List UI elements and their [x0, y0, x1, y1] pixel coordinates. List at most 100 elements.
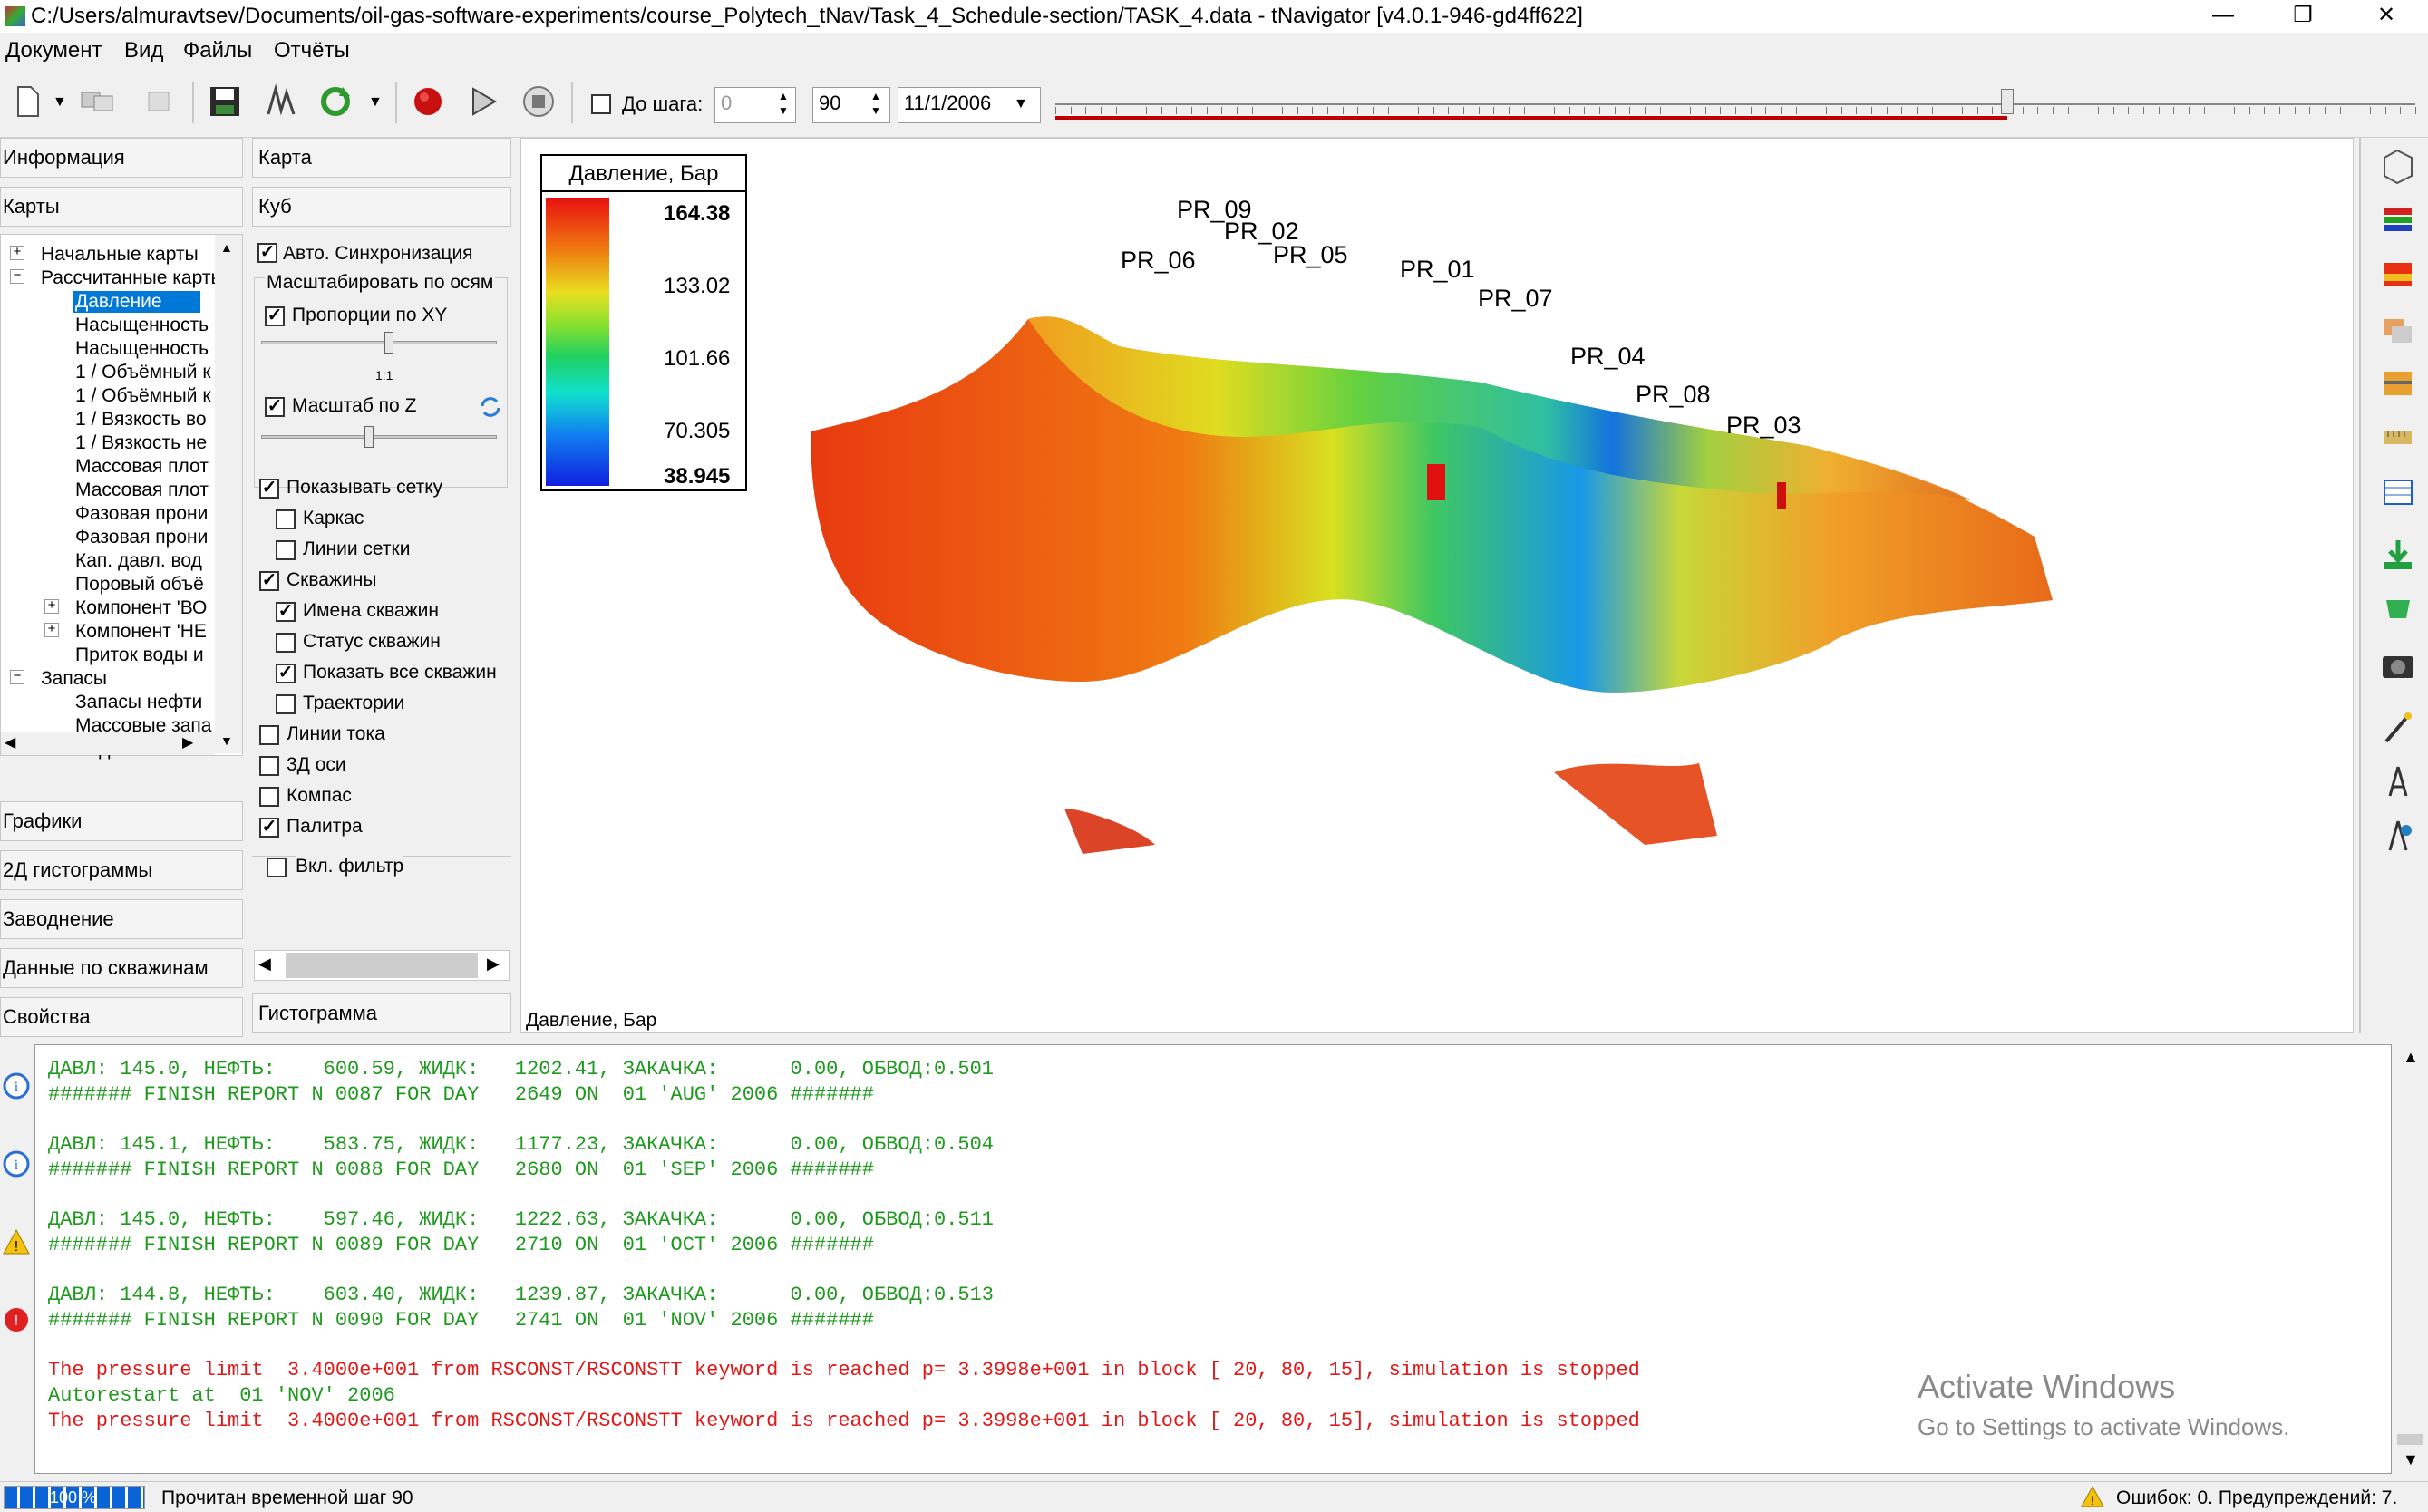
timeline-thumb[interactable] — [2001, 89, 2014, 114]
layers-icon[interactable] — [2379, 201, 2417, 239]
tree-item[interactable]: + Начальные карты — [6, 242, 215, 266]
option-checkbox[interactable] — [276, 694, 296, 714]
option-checkbox[interactable]: ✓ — [276, 664, 296, 683]
auto-sync-checkbox[interactable]: ✓ — [257, 243, 277, 263]
table-icon[interactable] — [2379, 473, 2417, 511]
option-checkbox[interactable] — [259, 787, 279, 807]
tree-item[interactable]: Фазовая прони — [6, 501, 215, 525]
scale-z-slider[interactable] — [261, 435, 497, 439]
log-scrollbar[interactable]: ▲ ▼ — [2394, 1044, 2428, 1474]
tree-item[interactable]: Насыщенность — [6, 313, 215, 336]
record-icon[interactable] — [410, 83, 446, 120]
option-checkbox[interactable]: ✓ — [259, 818, 279, 838]
option-checkbox[interactable]: ✓ — [259, 479, 279, 499]
tree-item[interactable]: + Компонент 'НЕ — [6, 619, 215, 643]
option-checkbox[interactable] — [276, 540, 296, 560]
tree-item[interactable]: Насыщенность — [6, 336, 215, 360]
palette-icon[interactable] — [2379, 256, 2417, 294]
camera-icon[interactable] — [2379, 645, 2417, 683]
tree-item[interactable]: − Запасы — [6, 666, 215, 690]
tree-item[interactable]: Фазовая прони — [6, 525, 215, 548]
tab-histogram[interactable]: Гистограмма — [252, 993, 511, 1033]
step-input[interactable]: 0 — [714, 87, 796, 123]
timeline-slider[interactable] — [1055, 85, 2421, 123]
menu-document[interactable]: Документ — [5, 38, 102, 63]
step-count-spinner-icon[interactable]: ▲ ▼ — [870, 90, 881, 117]
tree-item[interactable]: Давление — [6, 289, 215, 313]
menu-view[interactable]: Вид — [124, 38, 164, 63]
tree-item[interactable]: + Компонент 'ВО — [6, 596, 215, 619]
tree-item[interactable]: Запасы нефти — [6, 690, 215, 713]
tree-item[interactable]: Поровый объё — [6, 572, 215, 596]
prop-xy-checkbox[interactable]: ✓ — [265, 306, 285, 326]
tree-item[interactable]: 1 / Объёмный к — [6, 360, 215, 383]
tab-map[interactable]: Карта — [252, 138, 511, 178]
refresh-dropdown-icon[interactable]: ▼ — [368, 94, 383, 110]
save-icon[interactable] — [207, 83, 243, 120]
option-checkbox[interactable] — [259, 725, 279, 745]
slice-icon[interactable] — [2379, 310, 2417, 348]
section-properties[interactable]: Свойства — [0, 997, 243, 1037]
sync-icon[interactable] — [479, 395, 502, 419]
prop-xy-thumb[interactable] — [384, 332, 393, 354]
date-dropdown-icon[interactable]: ▼ — [1014, 96, 1028, 111]
close-button[interactable]: ✕ — [2376, 3, 2396, 27]
import-icon[interactable] — [2379, 537, 2417, 575]
tree-item[interactable]: Массовая плот — [6, 454, 215, 478]
prop-xy-slider[interactable] — [261, 341, 497, 344]
well-rig-icon[interactable] — [2379, 763, 2417, 801]
cube-view-icon[interactable] — [2379, 147, 2417, 185]
dropdown-arrow-icon[interactable]: ▼ — [53, 94, 67, 110]
tree-item[interactable]: Массовые запа — [6, 713, 215, 737]
reservoir-3d-model[interactable] — [520, 138, 2354, 1033]
step-count-input[interactable]: 90 — [812, 87, 890, 123]
tree-item[interactable]: 1 / Вязкость во — [6, 407, 215, 431]
section-info[interactable]: Информация — [0, 138, 243, 178]
section-maps[interactable]: Карты — [0, 187, 243, 227]
expand-icon[interactable]: + — [44, 598, 59, 614]
expand-icon[interactable]: + — [44, 622, 59, 637]
warning-icon[interactable]: ! — [2, 1227, 31, 1256]
play-icon[interactable] — [464, 83, 500, 120]
tree-hscroll[interactable]: ◀ ▶ — [1, 732, 215, 755]
section-flooding[interactable]: Заводнение — [0, 899, 243, 939]
info-icon[interactable]: i — [2, 1071, 31, 1100]
tree-item[interactable]: 1 / Объёмный к — [6, 383, 215, 407]
collapse-icon[interactable]: − — [10, 669, 24, 684]
maximize-button[interactable]: ❐ — [2293, 3, 2313, 27]
export-icon[interactable] — [2379, 591, 2417, 629]
option-checkbox[interactable] — [276, 633, 296, 653]
settings-hscroll[interactable]: ◀ ▶ — [254, 950, 510, 981]
collapse-icon[interactable]: − — [10, 268, 24, 284]
tree-vscroll[interactable]: ▲ ▼ — [215, 235, 242, 753]
tree-item[interactable]: 1 / Вязкость не — [6, 431, 215, 454]
well-tool-icon[interactable] — [263, 83, 299, 120]
windows-icon[interactable] — [80, 83, 116, 120]
wand-icon[interactable] — [2379, 709, 2417, 747]
step-spinner-icon[interactable]: ▲ ▼ — [778, 90, 789, 117]
expand-icon[interactable]: + — [10, 245, 24, 260]
new-document-icon[interactable] — [9, 83, 45, 120]
tree-item[interactable]: Приток воды и — [6, 643, 215, 666]
well-settings-icon[interactable] — [2379, 818, 2417, 856]
section-2d-histograms[interactable]: 2Д гистограммы — [0, 850, 243, 890]
section-icon[interactable] — [2379, 364, 2417, 402]
error-icon[interactable]: ! — [2, 1305, 31, 1334]
section-graphs[interactable]: Графики — [0, 801, 243, 841]
ruler-icon[interactable] — [2379, 419, 2417, 457]
minimize-button[interactable]: — — [2212, 3, 2234, 27]
tree-item[interactable]: Кап. давл. вод — [6, 548, 215, 572]
section-well-data[interactable]: Данные по скважинам — [0, 948, 243, 988]
option-checkbox[interactable] — [276, 509, 296, 529]
stop-icon[interactable] — [520, 83, 557, 120]
scale-z-thumb[interactable] — [364, 426, 374, 448]
to-step-checkbox[interactable] — [591, 94, 611, 114]
option-checkbox[interactable]: ✓ — [259, 571, 279, 591]
scale-z-checkbox[interactable]: ✓ — [265, 397, 285, 417]
tree-item[interactable]: − Рассчитанные карты — [6, 266, 215, 289]
tab-cube[interactable]: Куб — [252, 187, 511, 227]
menu-reports[interactable]: Отчёты — [274, 38, 350, 63]
tree-item[interactable]: Массовая плот — [6, 478, 215, 501]
menu-files[interactable]: Файлы — [183, 38, 253, 63]
option-checkbox[interactable]: ✓ — [276, 602, 296, 622]
